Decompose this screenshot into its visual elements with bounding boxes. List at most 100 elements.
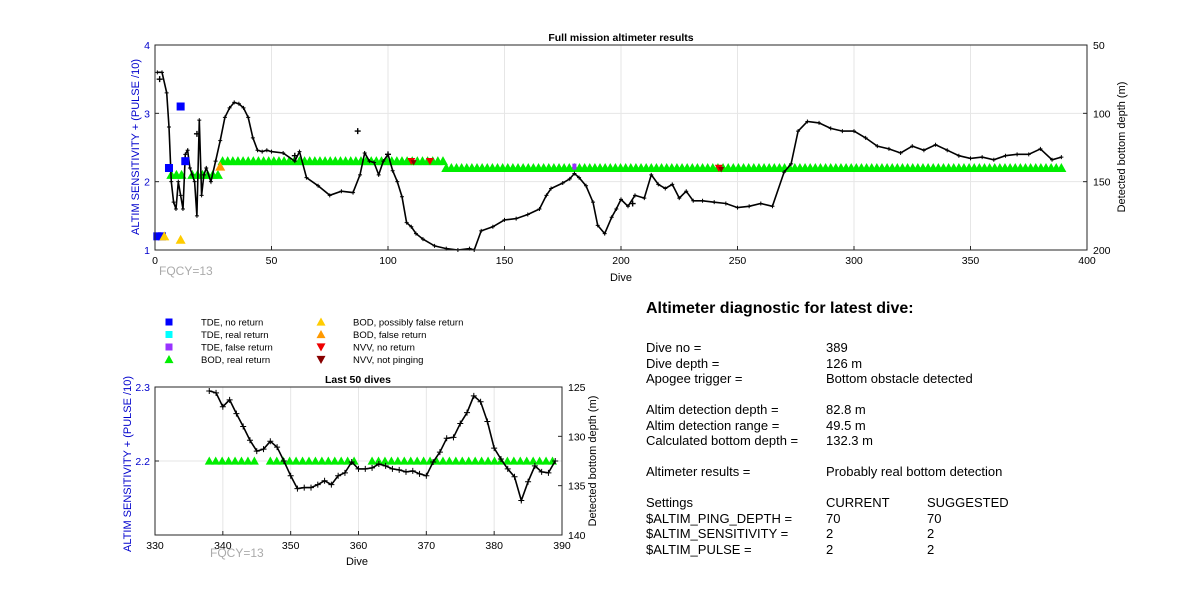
bottom-depth-point [789,161,794,166]
bottom-depth-point [232,100,237,105]
bottom-depth-point [367,159,372,164]
suggested-label: SUGGESTED [927,495,1009,510]
bottom-depth-point [264,148,269,153]
results-label: Altimeter results = [646,464,751,479]
bod-real-return-marker [412,456,422,465]
bod-real-return-marker [419,456,429,465]
ping-depth-suggested: 70 [927,510,942,526]
bod-real-return-marker [477,456,487,465]
bottom-depth-point [218,138,223,143]
bottom-depth-point [385,151,391,158]
y2-tick-label: 200 [1093,245,1111,257]
bottom-depth-point [389,465,396,472]
y2-tick-label: 140 [568,530,586,542]
bod-real-return-marker [541,456,551,465]
bottom-depth-point [253,448,260,455]
bottom-depth-point [502,217,507,222]
legend-marker [165,318,173,326]
bottom-depth-point [226,396,233,403]
bod-real-return-marker [204,456,214,465]
bottom-depth-point [409,224,414,229]
bottom-depth-point [287,472,294,479]
x-tick-label: 400 [1078,255,1096,267]
bod-real-return-marker [298,456,308,465]
bottom-depth-point [828,126,833,131]
bottom-depth-point [402,468,409,475]
y-tick-label: 2.2 [135,456,150,468]
bottom-depth-point [308,484,315,491]
ping-depth-row: $ALTIM_PING_DEPTH = 70 70 [646,511,1086,527]
bottom-depth-point [241,105,246,110]
bottom-depth-point [301,484,308,491]
bottom-depth-point [491,445,498,452]
bod-real-return-marker [291,456,301,465]
bod-real-return-marker [438,456,448,465]
y-tick-label: 1 [144,245,150,257]
legend-marker [165,343,173,351]
bottom-depth-point [619,197,623,202]
bottom-depth-point [280,458,287,464]
bottom-depth-point [382,462,389,469]
bottom-depth-point [700,198,705,203]
bottom-depth-point [464,409,471,416]
bottom-depth-point [545,469,552,476]
bottom-depth-point [351,190,356,195]
bottom-depth-point [399,194,404,199]
bod-real-return-marker [528,456,538,465]
nvv-no-return-marker [714,164,723,172]
bod-real-return-marker [515,456,525,465]
bottom-depth-point [886,146,891,151]
nvv-no-return-marker [407,157,416,166]
bottom-depth-point [642,196,647,201]
bottom-depth-point [156,76,163,83]
bod-real-return-marker [323,456,333,465]
altim-range-label: Altim detection range = [646,417,780,433]
x-tick-label: 330 [146,540,164,552]
bottom-depth-point [852,129,856,134]
bod-real-return-marker [330,456,340,465]
main-annotation: FQCY=13 [159,264,213,278]
bottom-depth-point [171,200,176,205]
bottom-depth-point [358,172,363,177]
bottom-depth-point [173,207,178,211]
pulse-row: $ALTIM_PULSE = 2 2 [646,542,1086,558]
x-tick-label: 380 [485,540,503,552]
bottom-depth-point [525,478,532,485]
nvv-no-return-marker [425,157,434,166]
sensitivity-suggested: 2 [927,526,935,541]
bottom-depth-point [240,423,247,430]
bod-real-return-marker [490,456,500,465]
bottom-depth-point [183,152,188,157]
bottom-depth-point [649,172,654,177]
bod-real-return-marker [509,456,519,465]
bottom-depth-point [991,157,996,162]
bottom-depth-point [518,497,525,504]
legend-marker [316,317,326,326]
bod-real-return-marker [399,456,409,465]
bottom-depth-point [443,435,450,442]
diagnostic-title: Altimeter diagnostic for latest dive: [646,300,914,317]
bod-real-return-marker [374,456,384,465]
current-label: CURRENT [826,495,890,510]
bottom-depth-point [250,135,255,140]
bottom-depth-point [591,200,596,205]
bottom-depth-point [490,224,495,229]
bottom-depth-point [544,193,549,198]
bod-real-return-marker [285,456,295,465]
bod-real-return-marker [317,456,327,465]
bottom-depth-point [190,172,195,177]
bottom-depth-point [213,389,220,396]
pulse-suggested: 2 [927,541,935,557]
bottom-depth-point [840,129,845,134]
bottom-depth-point [255,148,260,153]
legend-label: BOD, false return [353,330,426,341]
bottom-depth-point [479,228,484,233]
bottom-depth-point [185,148,190,153]
bottom-depth-point [968,156,973,161]
bottom-depth-point [180,207,185,211]
bottom-depth-point [898,150,903,155]
bod-real-return-marker [265,456,275,465]
